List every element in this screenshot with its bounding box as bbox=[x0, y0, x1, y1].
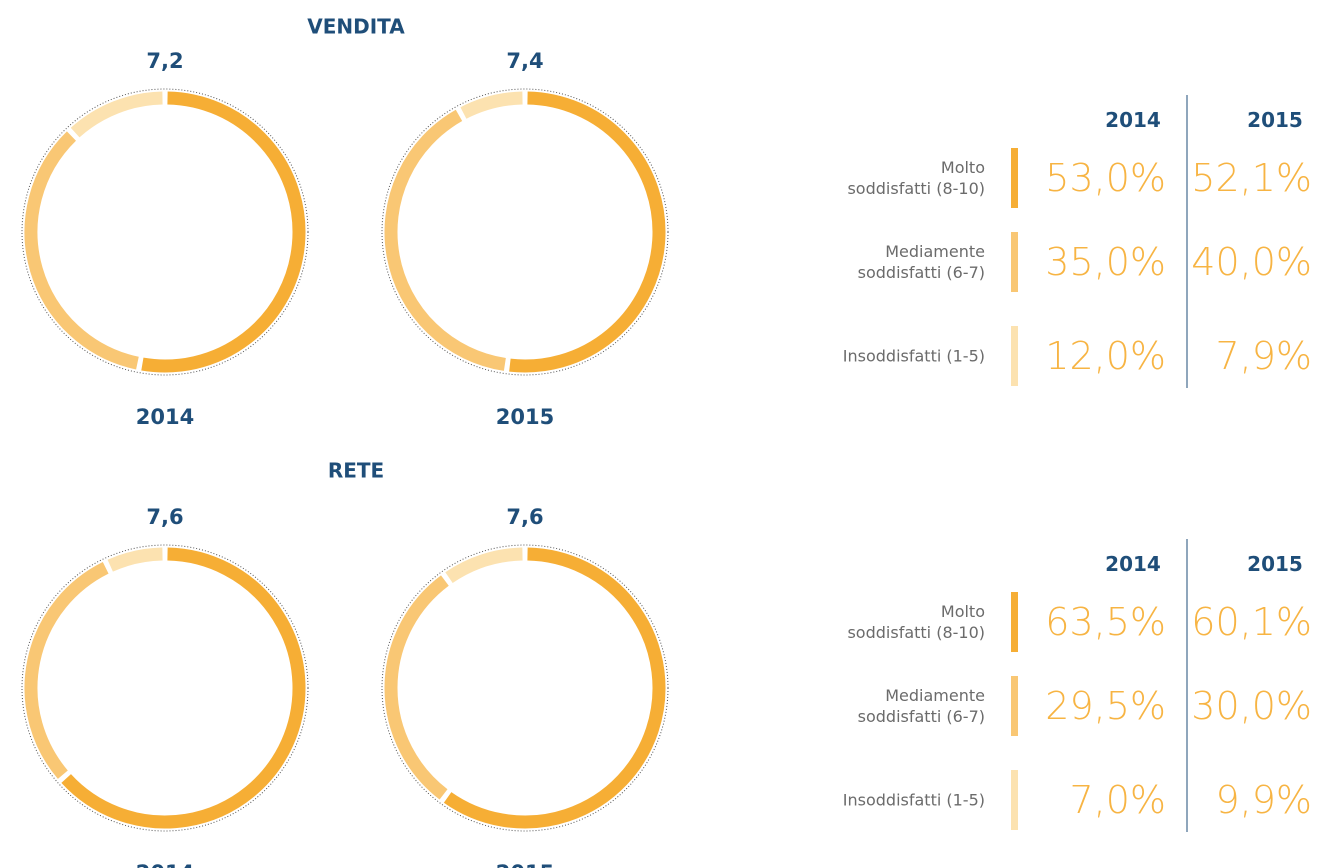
score-label: 7,6 bbox=[146, 505, 183, 529]
donut-segment bbox=[445, 547, 523, 584]
donut-segment bbox=[24, 131, 139, 370]
score-label: 7,2 bbox=[146, 49, 183, 73]
year-label: 2015 bbox=[496, 405, 554, 429]
donut-segment bbox=[70, 91, 163, 138]
value-label: 7,9% bbox=[1215, 334, 1312, 378]
donut-segment bbox=[384, 575, 449, 800]
year-label: 2015 bbox=[496, 861, 554, 868]
year-label: 2014 bbox=[136, 861, 194, 868]
legend-swatch bbox=[1011, 770, 1018, 830]
column-header: 2014 bbox=[1105, 108, 1161, 132]
dotted-outline bbox=[21, 88, 309, 376]
legend-swatch bbox=[1011, 676, 1018, 736]
value-label: 30,0% bbox=[1191, 684, 1312, 728]
value-label: 29,5% bbox=[1045, 684, 1166, 728]
category-label: Insoddisfatti (1-5) bbox=[842, 346, 985, 366]
category-label: Mediamente soddisfatti (6-7) bbox=[857, 686, 985, 726]
value-label: 9,9% bbox=[1215, 778, 1312, 822]
dotted-outline bbox=[21, 544, 309, 832]
column-header: 2015 bbox=[1247, 552, 1303, 576]
donut-segment bbox=[460, 91, 523, 119]
donut-segment bbox=[24, 562, 109, 779]
category-label: Molto soddisfatti (8-10) bbox=[847, 158, 985, 198]
value-label: 35,0% bbox=[1045, 240, 1166, 284]
donut-segment bbox=[61, 547, 306, 829]
column-header: 2015 bbox=[1247, 108, 1303, 132]
legend-swatch bbox=[1011, 148, 1018, 208]
donut-segment bbox=[509, 91, 666, 373]
donut-segment bbox=[384, 109, 506, 371]
legend-swatch bbox=[1011, 232, 1018, 292]
category-label: Insoddisfatti (1-5) bbox=[842, 790, 985, 810]
score-label: 7,6 bbox=[506, 505, 543, 529]
donut-segment bbox=[107, 547, 163, 572]
value-label: 12,0% bbox=[1045, 334, 1166, 378]
year-label: 2014 bbox=[136, 405, 194, 429]
value-label: 40,0% bbox=[1191, 240, 1312, 284]
value-label: 7,0% bbox=[1069, 778, 1166, 822]
column-header: 2014 bbox=[1105, 552, 1161, 576]
value-label: 53,0% bbox=[1045, 156, 1166, 200]
value-label: 63,5% bbox=[1045, 600, 1166, 644]
value-label: 60,1% bbox=[1191, 600, 1312, 644]
section-title: VENDITA bbox=[307, 15, 405, 39]
score-label: 7,4 bbox=[506, 49, 543, 73]
dotted-outline bbox=[381, 544, 669, 832]
donut-segment bbox=[443, 547, 666, 829]
dotted-outline bbox=[381, 88, 669, 376]
legend-swatch bbox=[1011, 592, 1018, 652]
donut-segment bbox=[141, 91, 306, 373]
value-label: 52,1% bbox=[1191, 156, 1312, 200]
legend-swatch bbox=[1011, 326, 1018, 386]
category-label: Mediamente soddisfatti (6-7) bbox=[857, 242, 985, 282]
category-label: Molto soddisfatti (8-10) bbox=[847, 602, 985, 642]
section-title: RETE bbox=[328, 459, 384, 483]
